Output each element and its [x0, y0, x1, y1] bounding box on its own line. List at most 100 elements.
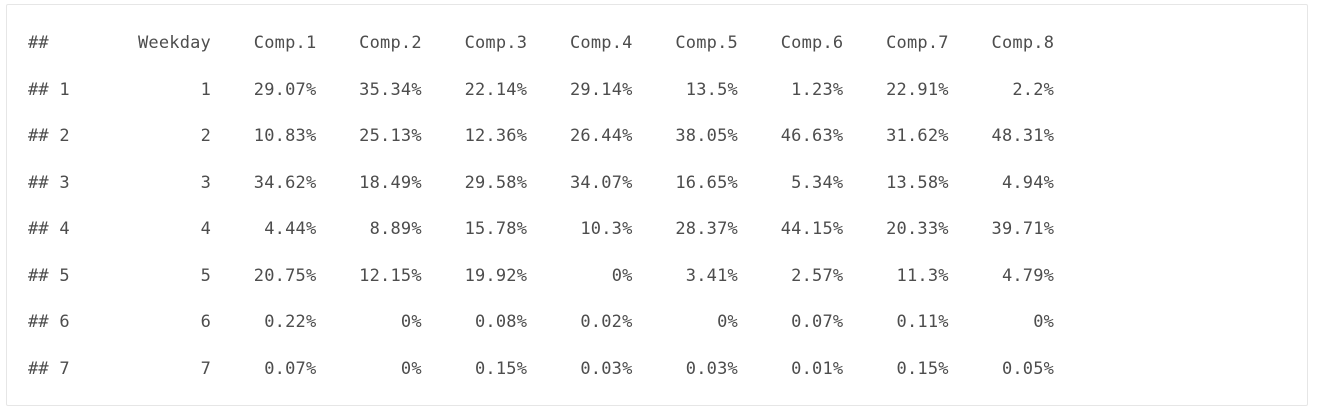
row-index: 1: [59, 79, 70, 100]
table-cell: 35.34%: [359, 79, 422, 100]
table-cell: 0.02%: [580, 312, 633, 332]
table-cell: 22.14%: [464, 79, 528, 100]
row-index: 4: [59, 219, 70, 239]
comment-prefix: ##: [28, 126, 49, 146]
comment-prefix: ##: [28, 265, 49, 286]
table-cell: 0.22%: [264, 312, 317, 332]
table-cell: 12.36%: [464, 126, 528, 146]
table-cell: 34.07%: [569, 172, 633, 193]
table-cell: 4.44%: [264, 219, 317, 239]
table-cell: 0%: [400, 358, 422, 379]
table-row: ## 3 3 34.62% 18.49% 29.58% 34.07% 16.65% 5.34%…: [28, 160, 1054, 207]
table-cell: 15.78%: [464, 219, 528, 239]
table-row: ## 2 2 10.83% 25.13% 12.36% 26.44% 38.05% 46.63…: [28, 113, 1054, 160]
row-label: ## 2: [28, 113, 90, 160]
comment-prefix: ##: [28, 172, 49, 193]
column-header: Comp.3: [464, 33, 528, 53]
table-cell: 44.15%: [780, 219, 844, 239]
row-label: ## 7: [28, 346, 90, 393]
table-cell: 0%: [717, 312, 738, 332]
column-header: Comp.4: [569, 33, 633, 53]
row-label: ## 3: [28, 160, 90, 207]
table-cell: 29.07%: [253, 79, 317, 100]
column-header: Comp.8: [991, 33, 1055, 53]
table-cell: 12.15%: [359, 265, 422, 286]
table-cell: 19.92%: [464, 265, 528, 286]
header-row: ## Weekday Comp.1 Comp.2 Comp.3 Comp.4 Comp.5 C…: [28, 20, 1054, 67]
table-cell: 7: [200, 358, 211, 379]
table-cell: 22.91%: [886, 79, 949, 100]
console-output-block: ## Weekday Comp.1 Comp.2 Comp.3 Comp.4 Comp.5 C…: [6, 4, 1308, 406]
comment-prefix: ##: [28, 358, 49, 379]
table-row: ## 4 4 4.44% 8.89% 15.78% 10.3% 28.37% 44.15% 20…: [28, 206, 1054, 253]
table-cell: 3: [200, 172, 211, 193]
table-cell: 4.79%: [1001, 265, 1055, 286]
table-cell: 16.65%: [675, 172, 738, 193]
data-frame-printout: ## Weekday Comp.1 Comp.2 Comp.3 Comp.4 Comp.5 C…: [28, 20, 1054, 392]
table-cell: 31.62%: [886, 126, 949, 146]
table-cell: 0.15%: [896, 358, 949, 379]
table-cell: 29.14%: [569, 79, 633, 100]
table-cell: 10.83%: [253, 126, 317, 146]
table-cell: 13.5%: [685, 79, 738, 100]
table-cell: 0.07%: [791, 312, 844, 332]
column-header: Comp.6: [780, 33, 844, 53]
row-label: ## 4: [28, 206, 90, 253]
table-cell: 20.75%: [253, 265, 317, 286]
table-cell: 0.05%: [1001, 358, 1055, 379]
table-cell: 25.13%: [359, 126, 422, 146]
column-header: Comp.1: [253, 33, 317, 53]
table-cell: 0%: [611, 265, 633, 286]
table-cell: 8.89%: [369, 219, 422, 239]
table-cell: 0.15%: [474, 358, 528, 379]
table-cell: 0%: [400, 312, 422, 332]
table-cell: 5.34%: [791, 172, 844, 193]
table-row: ## 5 5 20.75% 12.15% 19.92% 0% 3.41% 2.57% 11.3%…: [28, 253, 1054, 300]
table-cell: 39.71%: [991, 219, 1055, 239]
table-cell: 4: [200, 219, 211, 239]
table-cell: 6: [200, 312, 211, 332]
comment-prefix: ##: [28, 33, 49, 53]
comment-prefix: ##: [28, 79, 49, 100]
table-cell: 3.41%: [685, 265, 738, 286]
comment-prefix: ##: [28, 219, 49, 239]
table-cell: 46.63%: [780, 126, 844, 146]
comment-prefix: ##: [28, 312, 49, 332]
table-cell: 0.01%: [791, 358, 844, 379]
table-cell: 1.23%: [791, 79, 844, 100]
table-cell: 28.37%: [675, 219, 738, 239]
table-cell: 13.58%: [886, 172, 949, 193]
table-cell: 48.31%: [991, 126, 1055, 146]
table-cell: 0.07%: [264, 358, 317, 379]
table-cell: 10.3%: [580, 219, 633, 239]
table-row: ## 1 1 29.07% 35.34% 22.14% 29.14% 13.5% 1.23% 2…: [28, 67, 1054, 114]
table-cell: 38.05%: [675, 126, 738, 146]
row-index: 6: [59, 312, 70, 332]
table-cell: 4.94%: [1001, 172, 1055, 193]
table-cell: 2.2%: [1012, 79, 1055, 100]
row-index: 3: [59, 172, 70, 193]
table-cell: 0.03%: [685, 358, 738, 379]
table-cell: 0.03%: [580, 358, 633, 379]
row-label: ## 1: [28, 67, 90, 114]
row-index: 5: [59, 265, 70, 286]
table-cell: 20.33%: [886, 219, 949, 239]
column-header: Comp.5: [675, 33, 738, 53]
table-cell: 18.49%: [359, 172, 422, 193]
table-cell: 5: [200, 265, 211, 286]
table-cell: 26.44%: [569, 126, 633, 146]
table-cell: 2.57%: [791, 265, 844, 286]
row-index: 7: [59, 358, 70, 379]
column-header: Comp.2: [359, 33, 422, 53]
table-cell: 34.62%: [253, 172, 317, 193]
table-row: ## 7 7 0.07% 0% 0.15% 0.03% 0.03% 0.01% 0.15% 0.0…: [28, 346, 1054, 393]
table-cell: 29.58%: [464, 172, 528, 193]
column-header: Comp.7: [886, 33, 949, 53]
table-cell: 0.11%: [896, 312, 949, 332]
table-cell: 11.3%: [896, 265, 949, 286]
row-index: 2: [59, 126, 70, 146]
row-label: ## 6: [28, 299, 90, 346]
table-cell: 0%: [1033, 312, 1055, 332]
column-header: Weekday: [137, 33, 211, 53]
table-cell: 2: [200, 126, 211, 146]
